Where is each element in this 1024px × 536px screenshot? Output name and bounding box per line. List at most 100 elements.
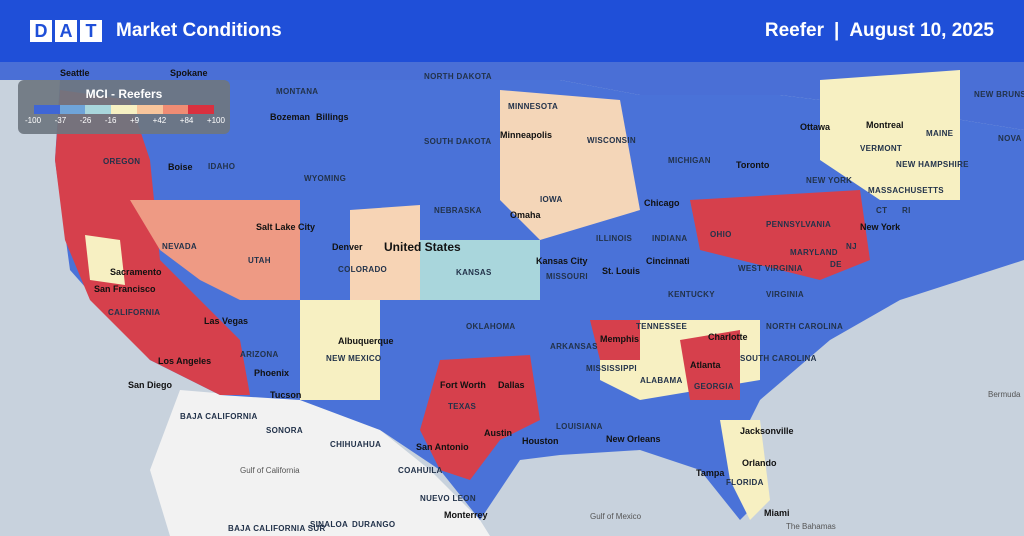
legend-swatch-1 <box>59 105 86 114</box>
header-meta: Reefer | August 10, 2025 <box>765 0 994 62</box>
state-illinois: ILLINOIS <box>596 234 633 243</box>
city-los-angeles: Los Angeles <box>158 356 212 366</box>
legend-tick-0: -100 <box>25 116 42 125</box>
state-oregon: OREGON <box>103 157 141 166</box>
ohio-pa-region <box>690 190 870 280</box>
city-atlanta: Atlanta <box>690 360 721 370</box>
dat-logo: D A T <box>30 20 102 42</box>
state-colorado: COLORADO <box>338 265 388 274</box>
state-pennsylvania: PENNSYLVANIA <box>766 220 832 229</box>
state-nebraska: NEBRASKA <box>434 206 482 215</box>
city-boise: Boise <box>168 162 193 172</box>
legend-tick-7: +100 <box>206 116 225 125</box>
state-georgia: GEORGIA <box>694 382 734 391</box>
state-missouri: MISSOURI <box>546 272 588 281</box>
country-label: United States <box>384 240 461 254</box>
city-kansas-city: Kansas City <box>536 256 588 266</box>
west-coast-region <box>55 90 250 395</box>
memphis-region <box>590 320 640 360</box>
city-houston: Houston <box>522 436 559 446</box>
kansas-region <box>420 240 540 300</box>
state-wyoming: WYOMING <box>304 174 347 183</box>
state-alabama: ALABAMA <box>640 376 683 385</box>
state-sinaloa: SINALOA <box>310 520 349 529</box>
state-indiana: INDIANA <box>652 234 688 243</box>
logo-letter-d: D <box>30 20 52 42</box>
texas-region <box>420 355 540 480</box>
florida-region <box>720 420 770 520</box>
state-north-carolina: NORTH CAROLINA <box>766 322 844 331</box>
state-nuevo-leon: NUEVO LEON <box>420 494 476 503</box>
city-san-antonio: San Antonio <box>416 442 469 452</box>
state-iowa: IOWA <box>540 195 563 204</box>
city-charlotte: Charlotte <box>708 332 748 342</box>
province-nova: NOVA <box>998 134 1022 143</box>
city-ottawa: Ottawa <box>800 122 831 132</box>
city-spokane: Spokane <box>170 68 208 78</box>
state-arizona: ARIZONA <box>240 350 279 359</box>
state-kansas: KANSAS <box>456 268 492 277</box>
new-mexico-region <box>300 300 380 400</box>
state-michigan: MICHIGAN <box>668 156 711 165</box>
nevada-utah-region <box>130 200 300 300</box>
city-austin: Austin <box>484 428 512 438</box>
state-utah: UTAH <box>248 256 271 265</box>
city-fort-worth: Fort Worth <box>440 380 486 390</box>
water-bermuda: Bermuda <box>988 390 1021 399</box>
city-billings: Billings <box>316 112 349 122</box>
state-minnesota: MINNESOTA <box>508 102 559 111</box>
state-texas: TEXAS <box>448 402 477 411</box>
legend-tick-1: -37 <box>54 116 67 125</box>
city-cincinnati: Cincinnati <box>646 256 690 266</box>
city-seattle: Seattle <box>60 68 90 78</box>
state-massachusetts: MASSACHUSETTS <box>868 186 944 195</box>
legend-swatch-0 <box>34 105 60 114</box>
state-louisiana: LOUISIANA <box>556 422 603 431</box>
city-phoenix: Phoenix <box>254 368 290 378</box>
legend-swatch-5 <box>162 105 189 114</box>
city-bozeman: Bozeman <box>270 112 311 122</box>
legend-color-bar <box>34 105 215 114</box>
state-north-dakota: NORTH DAKOTA <box>424 72 492 81</box>
city-tucson: Tucson <box>270 390 302 400</box>
legend-swatch-2 <box>85 105 112 114</box>
logo-letter-t: T <box>80 20 102 42</box>
city-miami: Miami <box>764 508 790 518</box>
state-tennessee: TENNESSEE <box>636 322 688 331</box>
mci-legend: MCI - Reefers -100 -37 -26 -16 +9 +42 +84 +100 <box>18 80 230 134</box>
state-arkansas: ARKANSAS <box>550 342 598 351</box>
legend-title: MCI - Reefers <box>85 87 163 101</box>
city-toronto: Toronto <box>736 160 770 170</box>
state-sonora: SONORA <box>266 426 303 435</box>
city-chicago: Chicago <box>644 198 680 208</box>
city-albuquerque: Albuquerque <box>338 336 394 346</box>
page-title: Market Conditions <box>116 20 282 41</box>
city-memphis: Memphis <box>600 334 640 344</box>
city-sacramento: Sacramento <box>110 267 162 277</box>
city-las-vegas: Las Vegas <box>204 316 249 326</box>
legend-tick-4: +9 <box>129 116 140 125</box>
city-omaha: Omaha <box>510 210 541 220</box>
state-virginia: VIRGINIA <box>766 290 804 299</box>
legend-tick-5: +42 <box>152 116 167 125</box>
state-nevada: NEVADA <box>162 242 197 251</box>
equipment-type: Reefer <box>764 20 824 41</box>
state-de: DE <box>830 260 842 269</box>
state-kentucky: KENTUCKY <box>668 290 715 299</box>
choropleth-map: United States MONTANA NORTH DAKOTA MINNE… <box>0 62 1024 536</box>
state-maryland: MARYLAND <box>790 248 838 257</box>
legend-ticks: -100 -37 -26 -16 +9 +42 +84 +100 <box>25 116 225 125</box>
state-vermont: VERMONT <box>860 144 903 153</box>
city-montreal: Montreal <box>866 120 904 130</box>
legend-tick-6: +84 <box>179 116 194 125</box>
city-tampa: Tampa <box>696 468 725 478</box>
state-california: CALIFORNIA <box>108 308 161 317</box>
legend-tick-2: -26 <box>79 116 92 125</box>
city-monterrey: Monterrey <box>444 510 488 520</box>
state-ct: CT <box>876 206 888 215</box>
state-new-mexico: NEW MEXICO <box>326 354 382 363</box>
header-separator: | <box>834 20 840 41</box>
state-new-york: NEW YORK <box>806 176 853 185</box>
state-ohio: OHIO <box>710 230 732 239</box>
state-durango: DURANGO <box>352 520 396 529</box>
